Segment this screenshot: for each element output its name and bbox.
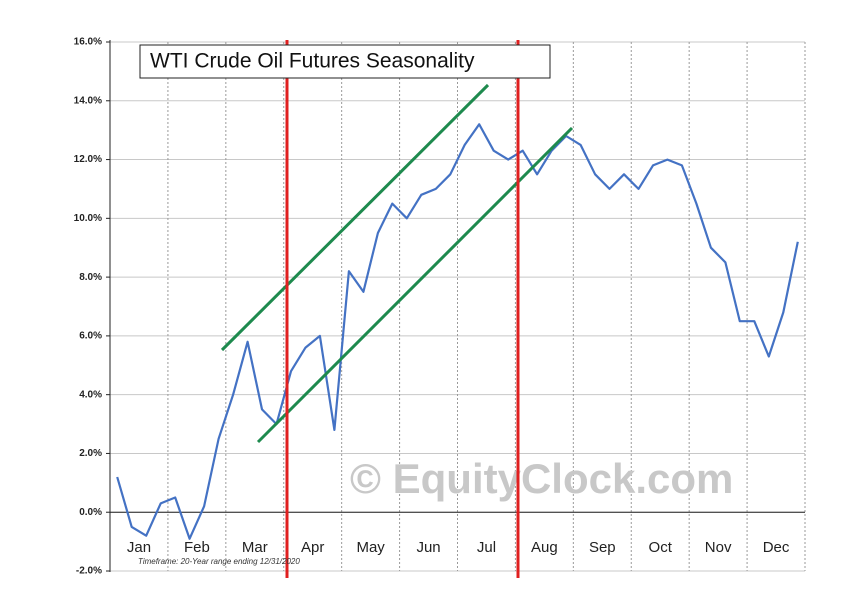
x-tick-label: Feb: [184, 539, 210, 556]
channel-lower: [256, 126, 574, 444]
x-tick-label: Nov: [705, 539, 732, 556]
y-tick-label: 2.0%: [79, 448, 102, 459]
y-tick-label: 12.0%: [74, 154, 102, 165]
chart-title: WTI Crude Oil Futures Seasonality: [150, 50, 475, 73]
marks: [116, 123, 799, 540]
y-tick-label: 0.0%: [79, 507, 102, 518]
grid: -2.0% 0.0% 2.0% 4.0% 6.0% 8.0% 10.0% 12.0% 14.0%…: [74, 37, 806, 577]
y-tick-label: -2.0%: [76, 566, 102, 577]
y-tick-label: 16.0%: [74, 37, 102, 48]
x-tick-label: Oct: [649, 539, 673, 556]
x-tick-label: Dec: [763, 539, 790, 556]
x-tick-label: Mar: [242, 539, 268, 556]
y-tick-label: 8.0%: [79, 272, 102, 283]
x-tick-label: May: [356, 539, 385, 556]
x-tick-label: Apr: [301, 539, 324, 556]
x-tick-label: Jun: [416, 539, 440, 556]
channel-upper: [220, 83, 490, 352]
x-tick-label: Jul: [477, 539, 496, 556]
data-line: [116, 123, 799, 540]
y-tick-label: 14.0%: [74, 95, 102, 106]
x-tick-label: Sep: [589, 539, 616, 556]
x-tick-label: Aug: [531, 539, 558, 556]
watermark: © EquityClock.com: [350, 455, 733, 502]
footnote: Timeframe: 20-Year range ending 12/31/20…: [138, 557, 300, 566]
y-tick-label: 10.0%: [74, 213, 102, 224]
y-tick-label: 6.0%: [79, 331, 102, 342]
title-box: [139, 44, 551, 79]
x-tick-label: Jan: [127, 539, 151, 556]
y-tick-label: 4.0%: [79, 389, 102, 400]
